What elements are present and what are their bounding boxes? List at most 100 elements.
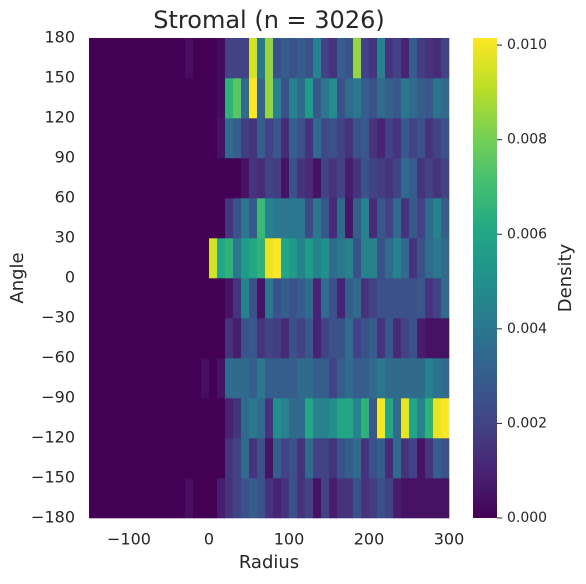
heatmap-cell <box>425 278 434 319</box>
heatmap-cell <box>265 398 274 439</box>
heatmap-cell <box>361 278 370 319</box>
heatmap-cell <box>153 358 162 399</box>
heatmap-cell <box>257 38 266 79</box>
heatmap-cell <box>257 238 266 279</box>
heatmap-cell <box>121 118 130 159</box>
heatmap-cell <box>145 38 154 79</box>
heatmap-cell <box>177 358 186 399</box>
heatmap-cell <box>153 38 162 79</box>
heatmap-cell <box>233 438 242 479</box>
heatmap-cell <box>225 438 234 479</box>
heatmap-cell <box>409 318 418 359</box>
heatmap-cell <box>425 318 434 359</box>
heatmap-cell <box>241 78 250 119</box>
heatmap-cell <box>185 398 194 439</box>
heatmap-cell <box>305 278 314 319</box>
heatmap-cell <box>281 38 290 79</box>
heatmap-cell <box>137 278 146 319</box>
heatmap-cell <box>129 78 138 119</box>
heatmap-cell <box>209 398 218 439</box>
heatmap-cell <box>161 438 170 479</box>
heatmap-cell <box>169 318 178 359</box>
heatmap-cell <box>305 78 314 119</box>
heatmap-cell <box>401 238 410 279</box>
heatmap-cell <box>113 238 122 279</box>
heatmap-cell <box>329 78 338 119</box>
heatmap-cell <box>217 278 226 319</box>
heatmap-cell <box>441 238 450 279</box>
heatmap-cell <box>145 398 154 439</box>
x-tick-label: 300 <box>434 530 465 549</box>
heatmap-cell <box>377 358 386 399</box>
heatmap-cell <box>297 38 306 79</box>
heatmap-cell <box>289 358 298 399</box>
heatmap-cell <box>297 238 306 279</box>
heatmap-cell <box>313 478 322 519</box>
heatmap-cell <box>337 198 346 239</box>
heatmap-cell <box>201 158 210 199</box>
heatmap-cell <box>113 118 122 159</box>
heatmap-cell <box>113 438 122 479</box>
heatmap-cell <box>441 318 450 359</box>
heatmap-cell <box>361 478 370 519</box>
heatmap-cell <box>321 358 330 399</box>
heatmap-cell <box>113 78 122 119</box>
heatmap-cell <box>105 358 114 399</box>
heatmap-cell <box>185 238 194 279</box>
heatmap-cell <box>337 158 346 199</box>
heatmap-cell <box>89 238 98 279</box>
heatmap-cell <box>89 38 98 79</box>
heatmap-cell <box>369 78 378 119</box>
heatmap-cell <box>425 438 434 479</box>
heatmap-cell <box>89 438 98 479</box>
heatmap-cell <box>89 158 98 199</box>
heatmap-cell <box>113 318 122 359</box>
heatmap-cell <box>401 478 410 519</box>
heatmap-cell <box>409 78 418 119</box>
heatmap-cell <box>337 318 346 359</box>
heatmap-cell <box>345 278 354 319</box>
heatmap-cell <box>233 118 242 159</box>
heatmap-cell <box>329 198 338 239</box>
heatmap-cell <box>321 198 330 239</box>
heatmap-cell <box>385 118 394 159</box>
heatmap-cell <box>161 278 170 319</box>
heatmap-cell <box>257 398 266 439</box>
heatmap-cell <box>193 398 202 439</box>
x-tick-label: 0 <box>204 530 214 549</box>
heatmap-cell <box>145 238 154 279</box>
heatmap-cell <box>97 318 106 359</box>
heatmap-cell <box>217 38 226 79</box>
heatmap-cell <box>321 438 330 479</box>
heatmap-cell <box>345 358 354 399</box>
heatmap-cell <box>353 318 362 359</box>
heatmap-cell <box>129 438 138 479</box>
heatmap-cell <box>289 118 298 159</box>
heatmap-cell <box>441 278 450 319</box>
heatmap-cell <box>401 198 410 239</box>
heatmap-cell <box>113 278 122 319</box>
heatmap-cell <box>185 38 194 79</box>
heatmap-cell <box>161 78 170 119</box>
heatmap-cell <box>249 318 258 359</box>
heatmap-cell <box>225 38 234 79</box>
heatmap-cell <box>265 358 274 399</box>
heatmap-cell <box>409 358 418 399</box>
heatmap-cell <box>313 278 322 319</box>
heatmap-cell <box>137 118 146 159</box>
heatmap-cell <box>193 358 202 399</box>
heatmap-cell <box>297 358 306 399</box>
heatmap-cell <box>393 158 402 199</box>
heatmap-cell <box>225 318 234 359</box>
heatmap-cell <box>337 398 346 439</box>
heatmap-cell <box>217 478 226 519</box>
heatmap-cell <box>265 118 274 159</box>
heatmap-cell <box>129 118 138 159</box>
heatmap-cell <box>145 278 154 319</box>
heatmap-cell <box>233 238 242 279</box>
heatmap-cell <box>121 398 130 439</box>
chart-title: Stromal (n = 3026) <box>153 6 384 34</box>
heatmap-cell <box>345 438 354 479</box>
heatmap-cell <box>161 358 170 399</box>
heatmap-cell <box>113 398 122 439</box>
